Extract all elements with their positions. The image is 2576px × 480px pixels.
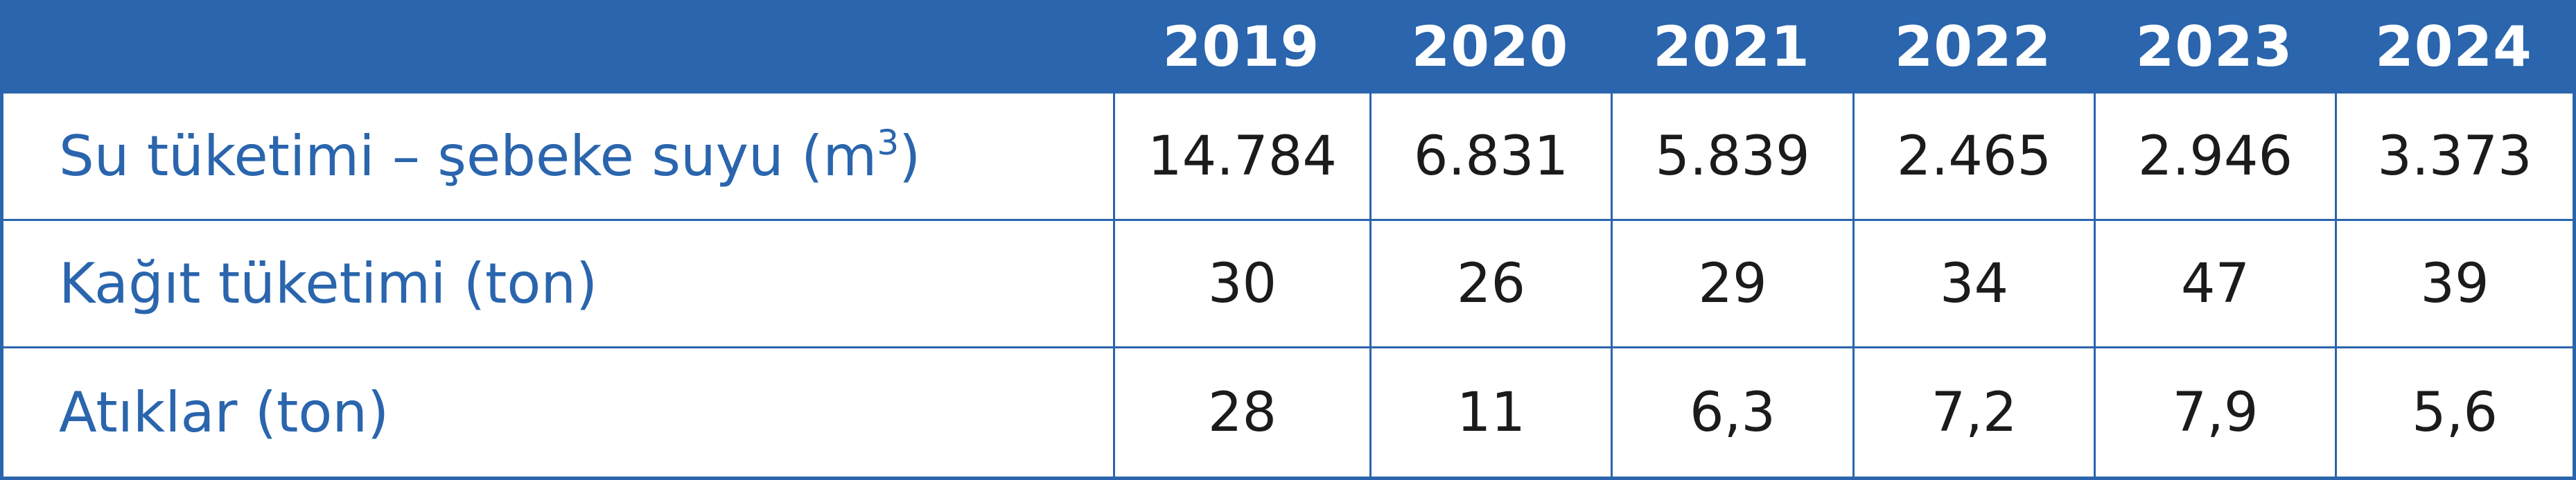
row-label-waste: Atıklar (ton) <box>59 380 389 445</box>
table-cell: 34 <box>1852 221 2094 348</box>
header-corner-cell <box>3 0 1113 94</box>
table-cell: 39 <box>2335 221 2573 348</box>
table-cell: 14.784 <box>1113 94 1369 221</box>
table-cell: 3.373 <box>2335 94 2573 221</box>
header-year-2020: 2020 <box>1369 0 1611 94</box>
row-label-water-consumption: Su tüketimi – şebeke suyu (m3) <box>3 94 1113 221</box>
header-year-2024: 2024 <box>2335 0 2573 94</box>
table-cell: 5,6 <box>2335 348 2573 477</box>
table-cell: 26 <box>1369 221 1611 348</box>
row-label-text: Su tüketimi – şebeke suyu (m3) <box>59 124 920 188</box>
row-label-main: Su tüketimi – şebeke suyu (m <box>59 124 877 188</box>
header-year-2021: 2021 <box>1611 0 1852 94</box>
table-cell: 6.831 <box>1369 94 1611 221</box>
table-cell: 47 <box>2094 221 2335 348</box>
table-cell: 2.465 <box>1852 94 2094 221</box>
header-year-2019: 2019 <box>1113 0 1369 94</box>
row-label-suffix: ) <box>899 124 921 188</box>
table-cell: 2.946 <box>2094 94 2335 221</box>
table-cell: 30 <box>1113 221 1369 348</box>
table-cell: 7,9 <box>2094 348 2335 477</box>
table-cell: 28 <box>1113 348 1369 477</box>
row-label-superscript: 3 <box>877 123 900 163</box>
table-cell: 11 <box>1369 348 1611 477</box>
table-cell: 6,3 <box>1611 348 1852 477</box>
table-cell: 29 <box>1611 221 1852 348</box>
row-label-paper-consumption: Kağıt tüketimi (ton) <box>3 221 1113 348</box>
header-year-2023: 2023 <box>2094 0 2335 94</box>
table-cell: 5.839 <box>1611 94 1852 221</box>
header-year-2022: 2022 <box>1852 0 2094 94</box>
table-cell: 7,2 <box>1852 348 2094 477</box>
